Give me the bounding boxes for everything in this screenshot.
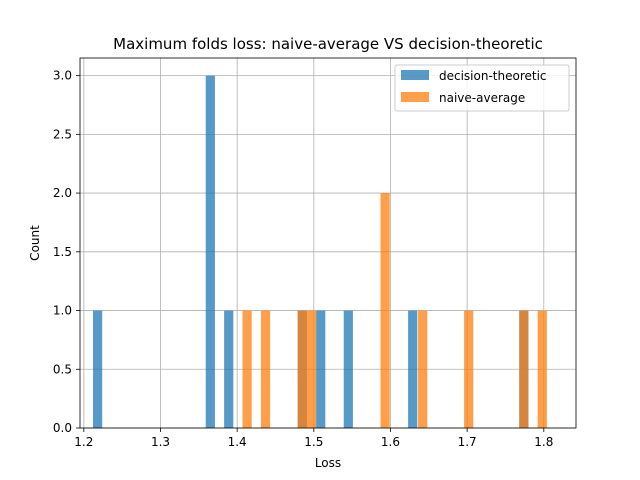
bar-decision-theoretic (343, 310, 353, 428)
legend-label-naive-average: naive-average (439, 91, 525, 105)
bar-decision-theoretic (224, 310, 234, 428)
axis-ticks: 1.2 1.3 1.4 1.5 1.6 1.7 1.8 0.0 0.5 1.0 1.5 2.0 2.5 3… (53, 69, 553, 449)
y-tick-label: 0.0 (53, 421, 72, 435)
bar-decision-theoretic (316, 310, 326, 428)
bar-naive-average (260, 310, 271, 428)
bar-decision-theoretic (93, 310, 103, 428)
bar-naive-average (519, 310, 529, 428)
y-tick-label: 2.5 (53, 127, 72, 141)
legend-label-decision-theoretic: decision-theoretic (439, 69, 547, 83)
bar-naive-average (242, 310, 252, 428)
x-tick-label: 1.2 (74, 435, 93, 449)
legend-box (394, 64, 570, 112)
legend: decision-theoretic naive-average (394, 64, 570, 112)
y-tick-label: 1.5 (53, 245, 72, 259)
bar-naive-average (537, 310, 547, 428)
plot-background (80, 58, 576, 428)
x-tick-label: 1.3 (151, 435, 170, 449)
y-tick-label: 2.0 (53, 186, 72, 200)
x-tick-label: 1.8 (534, 435, 553, 449)
axes-frame (79, 57, 577, 429)
bar-naive-average (418, 310, 428, 428)
bar-naive-average (297, 310, 307, 428)
y-axis-label: Count (28, 225, 42, 261)
bar-decision-theoretic (408, 310, 418, 428)
y-tick-label: 1.0 (53, 304, 72, 318)
bar-naive-average (306, 310, 317, 428)
legend-swatch-decision-theoretic (401, 70, 429, 80)
legend-swatch-naive-average (401, 92, 429, 102)
chart-title: Maximum folds loss: naive-average VS dec… (113, 35, 543, 53)
x-tick-label: 1.5 (304, 435, 323, 449)
x-tick-label: 1.4 (228, 435, 247, 449)
y-tick-label: 3.0 (53, 69, 72, 83)
x-axis-label: Loss (315, 456, 341, 470)
y-tick-label: 0.5 (53, 362, 72, 376)
bar-naive-average (380, 193, 390, 428)
histogram-bars (93, 75, 547, 428)
x-tick-label: 1.6 (381, 435, 400, 449)
bar-decision-theoretic (205, 75, 215, 428)
x-tick-label: 1.7 (458, 435, 477, 449)
bar-naive-average (464, 310, 474, 428)
